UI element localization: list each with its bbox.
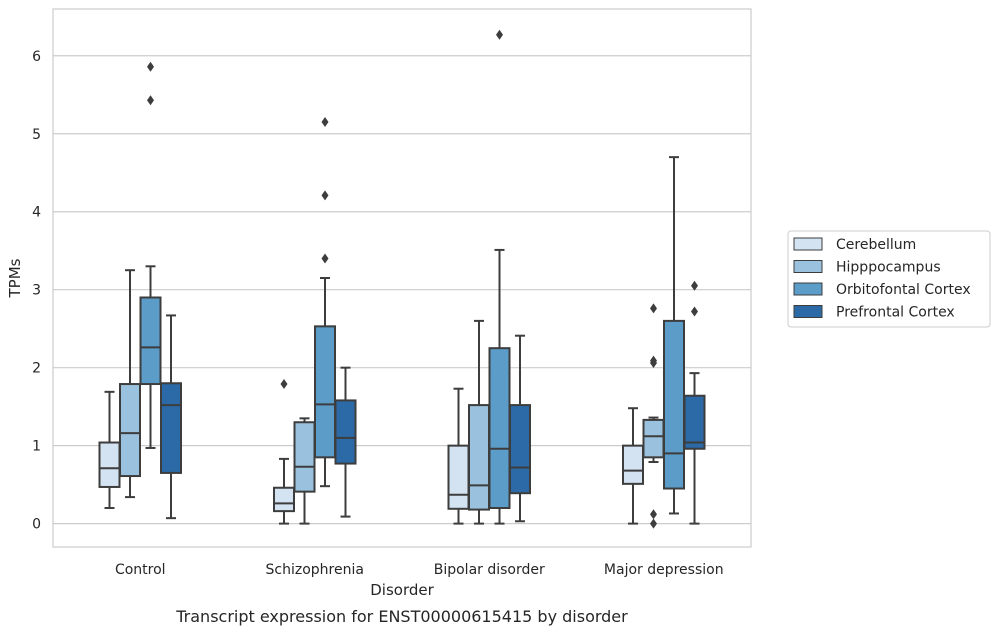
outlier-point xyxy=(147,61,154,72)
y-axis-title: TPMs xyxy=(6,258,24,298)
box-orbitofontal-cortex xyxy=(314,117,336,488)
outlier-point xyxy=(147,95,154,106)
box-series xyxy=(98,29,706,529)
box-iqr xyxy=(98,441,121,488)
box-iqr xyxy=(468,404,490,511)
x-tick-label: Bipolar disorder xyxy=(434,562,545,578)
box-iqr xyxy=(160,382,182,474)
legend-label: Hipppocampus xyxy=(836,260,941,276)
legend-swatch xyxy=(793,260,823,273)
box-iqr xyxy=(314,325,336,459)
box-prefrontal-cortex xyxy=(160,314,182,520)
outlier-point xyxy=(496,29,503,40)
box-iqr xyxy=(334,399,357,465)
figure-caption: Transcript expression for ENST0000061541… xyxy=(175,607,628,626)
outlier-point xyxy=(321,253,329,264)
outlier-point xyxy=(321,117,329,128)
box-hipppocampus xyxy=(468,319,490,525)
outlier-point xyxy=(650,509,657,520)
box-orbitofontal-cortex xyxy=(663,156,685,515)
x-axis-title: Disorder xyxy=(370,581,434,599)
box-cerebellum xyxy=(98,390,121,510)
outlier-point xyxy=(650,357,657,368)
legend-label: Prefrontal Cortex xyxy=(836,305,955,321)
y-tick-label: 5 xyxy=(32,127,41,143)
x-tick-label: Major depression xyxy=(604,562,724,578)
box-iqr xyxy=(447,444,470,510)
plot-area-frame xyxy=(52,8,752,548)
box-prefrontal-cortex xyxy=(334,366,357,518)
y-tick-label: 6 xyxy=(32,49,41,65)
outlier-point xyxy=(691,280,698,291)
x-tick-label: Control xyxy=(115,562,166,578)
box-iqr xyxy=(488,347,511,510)
legend: Cerebellum Hipppocampus Orbitofontal Corte… xyxy=(787,230,991,328)
legend-swatch xyxy=(793,237,823,251)
box-prefrontal-cortex xyxy=(683,280,706,525)
legend-frame xyxy=(787,230,991,328)
box-iqr xyxy=(273,486,295,513)
box-hipppocampus xyxy=(642,303,665,529)
box-orbitofontal-cortex xyxy=(488,29,511,525)
y-tick-label: 1 xyxy=(32,439,41,455)
box-prefrontal-cortex xyxy=(509,334,531,523)
box-iqr xyxy=(509,404,531,495)
y-tick-label: 4 xyxy=(32,205,41,221)
y-tick-label: 3 xyxy=(32,283,41,299)
legend-swatch xyxy=(793,305,823,318)
outlier-point xyxy=(280,379,288,390)
x-axis-ticks: Control Schizophrenia Bipolar disorder Majo… xyxy=(115,562,724,578)
outlier-point xyxy=(650,518,657,529)
box-cerebellum xyxy=(622,407,644,525)
box-hipppocampus xyxy=(293,417,316,525)
box-cerebellum xyxy=(273,379,295,525)
box-iqr xyxy=(119,383,141,478)
box-iqr xyxy=(642,418,665,459)
y-axis-ticks: 0 1 2 3 4 5 6 xyxy=(32,49,41,533)
legend-label: Orbitofontal Cortex xyxy=(836,282,971,298)
box-iqr xyxy=(683,394,706,450)
box-iqr xyxy=(293,421,316,493)
outlier-point xyxy=(650,303,657,314)
box-iqr xyxy=(622,444,644,485)
box-orbitofontal-cortex xyxy=(139,61,162,449)
box-iqr xyxy=(139,296,162,386)
y-tick-label: 0 xyxy=(32,517,41,533)
box-iqr xyxy=(663,319,685,490)
y-tick-label: 2 xyxy=(32,361,41,377)
x-tick-label: Schizophrenia xyxy=(266,562,364,578)
outlier-point xyxy=(691,306,698,317)
box-hipppocampus xyxy=(119,269,141,499)
legend-swatch xyxy=(793,282,823,296)
outlier-point xyxy=(321,190,329,201)
box-cerebellum xyxy=(447,387,470,525)
legend-label: Cerebellum xyxy=(836,237,916,253)
